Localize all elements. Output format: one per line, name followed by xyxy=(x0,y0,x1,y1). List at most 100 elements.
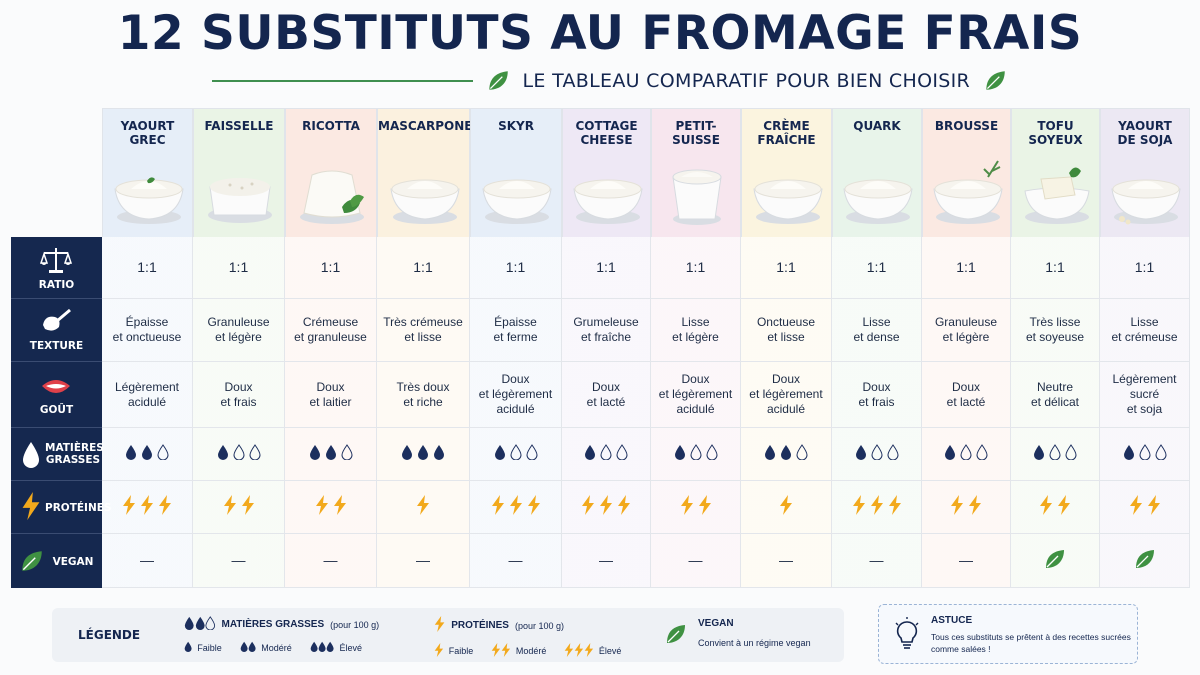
protein-cell xyxy=(102,481,193,534)
drop-icon xyxy=(525,444,538,464)
legend-prot-mid: Modéré xyxy=(515,646,547,656)
legend-prot-mid-icon xyxy=(491,643,511,659)
drop-icon xyxy=(325,444,337,464)
legend-fat-high-icon xyxy=(310,641,335,654)
vegan-cell: — xyxy=(562,534,651,588)
product-image xyxy=(113,177,184,224)
legend-fat: MATIÈRES GRASSES (pour 100 g) Faible Modé… xyxy=(184,616,379,654)
vegan-cell: — xyxy=(285,534,377,588)
drop-icon xyxy=(796,444,808,464)
drop-icon xyxy=(340,444,353,464)
taste-cell: Doux et laitier xyxy=(285,362,377,428)
leaf-icon xyxy=(488,71,508,90)
drop-icon xyxy=(23,442,39,468)
fat-cell xyxy=(922,428,1011,481)
subtitle-row: LE TABLEAU COMPARATIF POUR BIEN CHOISIR xyxy=(212,64,1020,98)
protein-cell xyxy=(1011,481,1100,534)
drop-icon xyxy=(886,444,899,464)
bolt-icon xyxy=(968,495,982,519)
bolt-icon xyxy=(333,495,347,519)
drop-icon xyxy=(248,444,261,464)
drop-icon xyxy=(1123,444,1135,464)
drop-icon xyxy=(1065,444,1077,464)
column-header: PETIT-SUISSE xyxy=(651,108,741,237)
legend-vegan-title: VEGAN xyxy=(698,618,734,629)
spatula-icon xyxy=(43,308,71,331)
product-image xyxy=(572,179,643,224)
ratio-cell: 1:1 xyxy=(562,237,651,299)
legend-fat-low: Faible xyxy=(197,642,222,653)
bolt-icon xyxy=(416,495,430,519)
product-name: SKYR xyxy=(498,119,534,133)
product-image xyxy=(300,170,364,224)
bolt-icon xyxy=(122,495,136,519)
drop-icon xyxy=(417,444,429,464)
ratio-cell: 1:1 xyxy=(1100,237,1190,299)
protein-cell xyxy=(1100,481,1190,534)
vegan-cell: — xyxy=(470,534,562,588)
lightbulb-icon xyxy=(895,617,919,649)
taste-cell: Doux et légèrement acidulé xyxy=(470,362,562,428)
taste-cell: Doux et frais xyxy=(193,362,285,428)
product-image xyxy=(843,179,913,224)
taste-cell: Légèrement acidulé xyxy=(102,362,193,428)
product-name: CRÈME FRAÎCHE xyxy=(757,119,816,147)
page-subtitle: LE TABLEAU COMPARATIF POUR BIEN CHOISIR xyxy=(522,70,970,92)
drop-icon xyxy=(960,444,972,464)
bolt-icon xyxy=(617,495,631,519)
protein-cell xyxy=(377,481,470,534)
fat-cell xyxy=(377,428,470,481)
leaf-icon xyxy=(1133,547,1157,575)
bolt-icon xyxy=(680,495,694,519)
ratio-cell: 1:1 xyxy=(922,237,1011,299)
bolt-icon xyxy=(1147,495,1161,519)
vegan-cell: — xyxy=(651,534,741,588)
ratio-cell: 1:1 xyxy=(193,237,285,299)
bolt-icon xyxy=(223,495,237,519)
row-header-vegan: VEGAN xyxy=(11,534,102,588)
row-header-ratio: RATIO xyxy=(11,237,102,299)
taste-cell: Neutre et délicat xyxy=(1011,362,1100,428)
ratio-cell: 1:1 xyxy=(285,237,377,299)
legend-fat-mid: Modéré xyxy=(261,642,292,653)
column-header: COTTAGE CHEESE xyxy=(562,108,651,237)
protein-cell xyxy=(562,481,651,534)
column-header: YAOURT DE SOJA xyxy=(1100,108,1190,237)
legend-prot-low-icon xyxy=(434,643,444,659)
drop-icon xyxy=(232,444,245,464)
bolt-icon xyxy=(852,495,866,519)
bolt-icon xyxy=(950,495,964,519)
drop-icon xyxy=(1154,444,1167,464)
column-header: SKYR xyxy=(470,108,562,237)
texture-cell: Granuleuse et légère xyxy=(193,299,285,362)
vegan-cell xyxy=(1011,534,1100,588)
bolt-icon xyxy=(581,495,595,519)
bolt-icon xyxy=(241,495,255,519)
texture-cell: Granuleuse et légère xyxy=(922,299,1011,362)
drop-icon xyxy=(157,444,169,464)
bolt-icon xyxy=(1039,495,1053,519)
column-header: YAOURT GREC xyxy=(102,108,193,237)
drop-icon xyxy=(1033,444,1045,464)
bolt-icon xyxy=(870,495,884,519)
bolt-icon xyxy=(1129,495,1143,519)
drop-icon xyxy=(600,444,612,464)
fat-cell xyxy=(832,428,922,481)
drop-icon xyxy=(674,444,686,464)
legend-protein: PROTÉINES (pour 100 g) Faible Modéré Élev… xyxy=(434,616,621,659)
row-header-proteines: PROTÉINES xyxy=(11,481,111,534)
legend-prot-high: Élevé xyxy=(598,646,622,656)
bolt-icon xyxy=(698,495,712,519)
product-image xyxy=(482,179,552,224)
bolt-icon xyxy=(779,495,793,519)
tip-text: Tous ces substituts se prêtent à des rec… xyxy=(931,632,1131,654)
taste-cell: Doux et légèrement acidulé xyxy=(651,362,741,428)
row-header-matieres: MATIÈRES GRASSES xyxy=(11,428,104,481)
legend-prot-bolt xyxy=(434,616,445,635)
protein-cell xyxy=(193,481,285,534)
column-header: BROUSSE xyxy=(922,108,1011,237)
drop-icon xyxy=(1138,444,1151,464)
taste-cell: Légèrement sucré et soja xyxy=(1100,362,1190,428)
leaf-icon xyxy=(986,71,1005,90)
product-image xyxy=(1111,179,1181,225)
